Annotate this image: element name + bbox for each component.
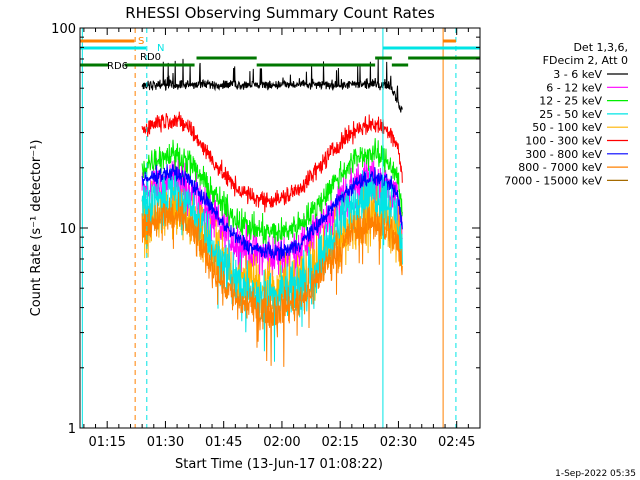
flag-label-rd0: RD0: [140, 52, 161, 63]
x-axis-label: Start Time (13-Jun-17 01:08:22): [175, 457, 383, 472]
y-tick-label: 10: [59, 222, 76, 237]
x-axis: 01:15 01:30 01:45 02:00 02:15 02:30 02:45: [83, 28, 481, 450]
x-tick-label: 02:45: [438, 435, 475, 450]
y-axis: 1 10 100: [51, 22, 480, 437]
x-tick-label: 01:45: [205, 435, 242, 450]
legend-label: 12 - 25 keV: [539, 95, 602, 108]
series-line-12-25-kev: [141, 138, 403, 245]
x-tick-label: 02:00: [263, 435, 300, 450]
timestamp: 1-Sep-2022 05:35: [555, 469, 636, 479]
plot-series: [141, 58, 403, 367]
legend-label: 50 - 100 keV: [532, 121, 602, 134]
legend-header-line: Det 1,3,6,: [573, 41, 628, 54]
legend-header-line: FDecim 2, Att 0: [543, 54, 628, 67]
legend-label: 800 - 7000 keV: [518, 161, 602, 174]
flag-label-rd6: RD6: [107, 61, 128, 72]
chart-title: RHESSI Observing Summary Count Rates: [125, 4, 435, 22]
legend-label: 7000 - 15000 keV: [504, 174, 602, 187]
legend-label: 3 - 6 keV: [553, 68, 602, 81]
legend-label: 100 - 300 keV: [525, 135, 602, 148]
flag-label-n: N: [157, 43, 164, 54]
series-line-100-300-kev: [141, 111, 403, 213]
x-tick-label: 02:15: [321, 435, 358, 450]
legend-label: 25 - 50 keV: [539, 108, 602, 121]
legend-label: 300 - 800 keV: [525, 148, 602, 161]
series-line-800-7000-kev: [141, 191, 403, 367]
y-axis-label: Count Rate (s⁻¹ detector⁻¹): [29, 140, 44, 317]
plot-frame: [79, 27, 481, 429]
y-tick-label: 1: [68, 422, 76, 437]
legend-label: 6 - 12 keV: [546, 81, 602, 94]
x-tick-label: 02:30: [380, 435, 417, 450]
y-tick-label: 100: [51, 22, 76, 37]
x-tick-label: 01:15: [88, 435, 125, 450]
flag-label-s: S: [138, 36, 144, 47]
x-tick-label: 01:30: [147, 435, 184, 450]
series-line-3-6-kev: [141, 58, 403, 113]
series-line-300-800-kev: [141, 164, 403, 262]
